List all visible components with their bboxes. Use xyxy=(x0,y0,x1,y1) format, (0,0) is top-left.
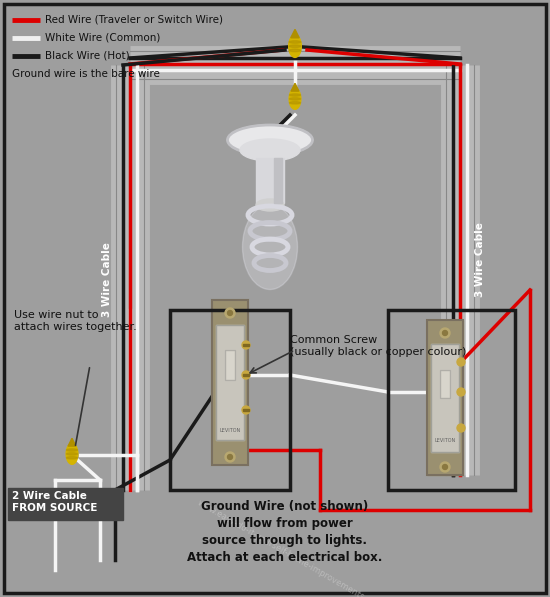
Ellipse shape xyxy=(289,35,301,57)
Circle shape xyxy=(457,424,465,432)
Ellipse shape xyxy=(289,101,300,104)
Ellipse shape xyxy=(67,453,78,455)
Text: 3 Wire Cable: 3 Wire Cable xyxy=(475,223,485,297)
Bar xyxy=(243,374,249,376)
Ellipse shape xyxy=(289,88,301,109)
Polygon shape xyxy=(68,438,76,446)
Bar xyxy=(274,158,282,203)
Circle shape xyxy=(225,452,235,462)
Bar xyxy=(388,310,515,490)
Circle shape xyxy=(228,454,233,460)
Text: Red Wire (Traveler or Switch Wire): Red Wire (Traveler or Switch Wire) xyxy=(45,15,223,25)
Ellipse shape xyxy=(289,94,300,96)
Text: Common Screw
(usually black or copper colour): Common Screw (usually black or copper co… xyxy=(290,335,466,356)
Circle shape xyxy=(242,341,250,349)
Circle shape xyxy=(443,464,448,469)
Text: LEVITON: LEVITON xyxy=(434,438,455,442)
Circle shape xyxy=(457,358,465,366)
Circle shape xyxy=(440,328,450,338)
Text: Ground Wire (not shown)
will flow from power
source through to lights.
Attach at: Ground Wire (not shown) will flow from p… xyxy=(188,500,383,564)
Text: Ground wire is the bare wire: Ground wire is the bare wire xyxy=(12,69,160,79)
Bar xyxy=(440,370,450,398)
Polygon shape xyxy=(291,29,299,38)
Bar xyxy=(212,300,248,465)
Text: White Wire (Common): White Wire (Common) xyxy=(45,33,161,43)
Bar xyxy=(256,158,284,203)
Ellipse shape xyxy=(243,205,298,290)
Circle shape xyxy=(242,371,250,379)
Bar xyxy=(8,488,123,520)
Bar xyxy=(427,320,463,475)
Bar xyxy=(431,344,459,452)
Text: 2 Wire Cable
FROM SOURCE: 2 Wire Cable FROM SOURCE xyxy=(12,491,97,513)
Bar xyxy=(440,370,450,398)
Bar xyxy=(225,350,235,380)
Ellipse shape xyxy=(289,49,301,52)
Bar xyxy=(216,325,244,440)
Ellipse shape xyxy=(256,199,284,211)
Ellipse shape xyxy=(289,41,301,43)
Bar xyxy=(243,344,249,346)
Ellipse shape xyxy=(67,449,78,451)
Bar xyxy=(170,310,290,490)
Circle shape xyxy=(225,308,235,318)
Text: Use wire nut to
attach wires together.: Use wire nut to attach wires together. xyxy=(14,310,137,331)
Circle shape xyxy=(228,310,233,315)
Text: www.easy-do-it-yourself-home-improvements.com: www.easy-do-it-yourself-home-improvement… xyxy=(196,498,384,597)
Circle shape xyxy=(443,331,448,336)
Circle shape xyxy=(457,388,465,396)
Ellipse shape xyxy=(67,457,78,459)
Polygon shape xyxy=(291,84,299,91)
Bar xyxy=(216,325,244,440)
Bar xyxy=(243,409,249,411)
Ellipse shape xyxy=(66,444,78,464)
Bar xyxy=(431,344,459,452)
Ellipse shape xyxy=(228,125,312,155)
Ellipse shape xyxy=(289,98,300,100)
Circle shape xyxy=(242,406,250,414)
Text: LEVITON: LEVITON xyxy=(219,427,241,432)
Bar xyxy=(427,320,463,475)
Text: 3 Wire Cable: 3 Wire Cable xyxy=(102,242,112,318)
Bar xyxy=(225,350,235,380)
Bar xyxy=(212,300,248,465)
Ellipse shape xyxy=(240,139,300,161)
Ellipse shape xyxy=(289,45,301,47)
Text: Black Wire (Hot): Black Wire (Hot) xyxy=(45,51,130,61)
Circle shape xyxy=(440,462,450,472)
